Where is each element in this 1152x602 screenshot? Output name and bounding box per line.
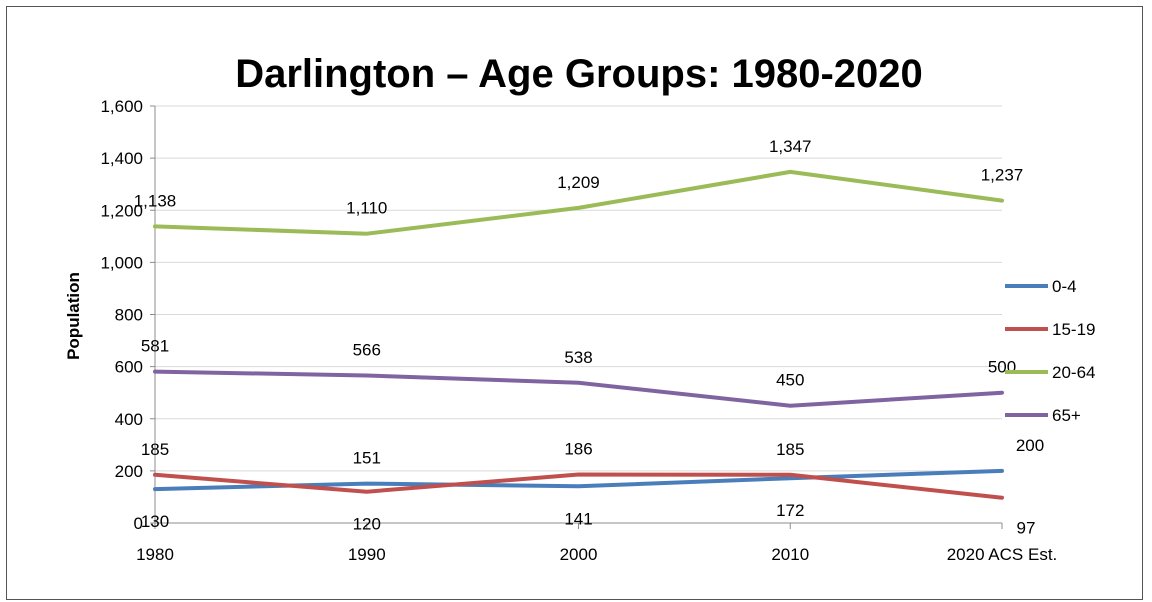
data-label-65+: 566	[353, 340, 381, 359]
data-label-65+: 538	[564, 348, 592, 367]
data-label-20-64: 1,237	[981, 166, 1024, 185]
legend-label-0-4: 0-4	[1052, 277, 1077, 296]
x-tick-label: 2010	[771, 545, 809, 564]
y-tick-label: 0	[134, 514, 143, 533]
data-label-0-4: 130	[141, 512, 169, 531]
legend-label-20-64: 20-64	[1052, 363, 1095, 382]
data-label-65+: 581	[141, 337, 169, 356]
gridlines	[155, 105, 1002, 472]
legend-label-65+: 65+	[1052, 406, 1081, 425]
series-lines	[153, 169, 1004, 500]
x-tick-label: 1980	[136, 545, 174, 564]
chart-title: Darlington – Age Groups: 1980-2020	[235, 52, 923, 96]
data-label-20-64: 1,209	[557, 173, 600, 192]
data-label-0-4: 141	[564, 509, 592, 528]
data-label-20-64: 1,138	[134, 191, 177, 210]
data-label-20-64: 1,110	[346, 199, 387, 218]
data-label-0-4: 172	[776, 501, 804, 520]
series-line-65+	[153, 369, 1004, 408]
legend-label-15-19: 15-19	[1052, 320, 1095, 339]
data-label-0-4: 200	[1016, 436, 1044, 455]
y-tick-label: 1,200	[100, 201, 143, 220]
y-axis-label: Population	[64, 272, 83, 360]
y-tick-label: 400	[115, 410, 143, 429]
y-tick-label: 800	[115, 306, 143, 325]
axes: 0 200 400 600 800 1,000 1,200 1,400 1,600 1980 199…	[100, 97, 1057, 564]
y-tick-label: 200	[115, 462, 143, 481]
data-label-15-19: 186	[564, 440, 592, 459]
x-tick-label: 2020 ACS Est.	[947, 545, 1058, 564]
data-label-15-19: 185	[141, 440, 169, 459]
data-label-65+: 450	[776, 371, 804, 390]
data-label-15-19: 97	[1017, 519, 1036, 538]
y-tick-label: 1,000	[100, 253, 143, 272]
data-label-15-19: 120	[353, 515, 381, 534]
legend: 0-4 15-19 20-64 65+	[1005, 277, 1095, 425]
x-tick-label: 1990	[348, 545, 386, 564]
data-label-15-19: 185	[776, 440, 804, 459]
series-line-15-19	[153, 472, 1004, 500]
chart-frame	[6, 6, 1143, 600]
y-tick-label: 1,600	[100, 97, 143, 116]
data-label-0-4: 151	[353, 449, 381, 468]
data-labels: 130 151 141 172 200 185 120 186 185 97 1,138 1,110 1…	[134, 137, 1044, 538]
series-line-20-64	[153, 169, 1004, 236]
x-tick-label: 2000	[560, 545, 598, 564]
y-tick-label: 1,400	[100, 149, 143, 168]
data-label-20-64: 1,347	[769, 137, 812, 156]
y-tick-label: 600	[115, 358, 143, 377]
